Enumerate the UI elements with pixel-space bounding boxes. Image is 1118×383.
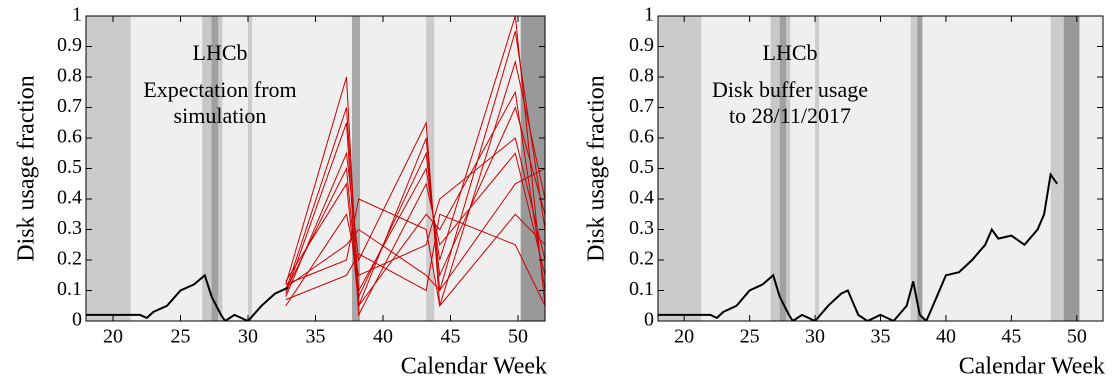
plot (658, 16, 1103, 321)
plot (86, 16, 545, 321)
shaded-band (917, 16, 923, 321)
shaded-band (218, 16, 223, 321)
y-tick-label: 1 (644, 4, 654, 26)
x-tick-label: 30 (805, 326, 825, 348)
y-tick-label: 0.6 (629, 126, 654, 148)
shaded-band (426, 16, 435, 321)
data-line (285, 106, 545, 299)
shaded-band (351, 16, 361, 321)
data-line (285, 198, 545, 307)
annotation: Disk buffer usage (712, 77, 868, 102)
y-tick-label: 0.7 (57, 95, 82, 117)
x-tick-label: 20 (674, 326, 694, 348)
data-line (285, 31, 545, 306)
shaded-band (658, 16, 1103, 321)
shaded-band (770, 16, 780, 321)
x-tick-label: 40 (373, 326, 393, 348)
shaded-band (202, 16, 212, 321)
annotation: Expectation from (143, 77, 296, 102)
x-tick-label: 45 (1001, 326, 1021, 348)
shaded-band (86, 16, 545, 321)
x-tick-label: 50 (1067, 326, 1087, 348)
y-axis-label: Disk usage fraction (14, 75, 40, 262)
y-tick-label: 0.8 (57, 65, 82, 87)
data-line (86, 273, 289, 321)
shaded-band (248, 16, 253, 321)
y-tick-label: 0.8 (629, 65, 654, 87)
x-tick-label: 40 (936, 326, 956, 348)
data-line (285, 122, 545, 317)
shaded-band (211, 16, 219, 321)
shaded-band (779, 16, 787, 321)
annotation: simulation (174, 103, 267, 128)
x-tick-label: 20 (103, 326, 123, 348)
annotation: to 28/11/2017 (729, 103, 851, 128)
data-line (658, 172, 1059, 321)
y-tick-label: 0.2 (57, 248, 82, 270)
y-tick-label: 0.6 (57, 126, 82, 148)
y-tick-label: 0.1 (629, 278, 654, 300)
y-tick-label: 0.4 (57, 187, 82, 209)
y-tick-label: 0.1 (57, 278, 82, 300)
data-line (285, 168, 545, 292)
data-line (285, 213, 545, 307)
data-line (285, 59, 545, 306)
shaded-band (1050, 16, 1064, 321)
shaded-band (910, 16, 918, 321)
y-tick-label: 1 (72, 4, 82, 26)
x-axis-label: Calendar Week (959, 354, 1105, 380)
y-axis-label: Disk usage fraction (584, 75, 610, 262)
x-tick-label: 35 (871, 326, 891, 348)
y-tick-label: 0.4 (629, 187, 654, 209)
y-tick-label: 0.5 (57, 156, 82, 178)
y-tick-label: 0 (644, 309, 654, 331)
data-line (285, 16, 545, 306)
x-tick-label: 50 (508, 326, 528, 348)
y-tick-label: 0.2 (629, 248, 654, 270)
y-tick-label: 0 (72, 309, 82, 331)
x-tick-label: 35 (306, 326, 326, 348)
data-line (285, 90, 545, 308)
y-tick-label: 0.3 (57, 217, 82, 239)
x-tick-label: 25 (740, 326, 760, 348)
x-axis-label: Calendar Week (401, 354, 547, 380)
shaded-band (658, 16, 702, 321)
shaded-band (815, 16, 819, 321)
data-line (285, 137, 545, 307)
shaded-band (86, 16, 131, 321)
x-tick-label: 45 (441, 326, 461, 348)
annotation: LHCb (193, 40, 248, 65)
y-tick-label: 0.5 (629, 156, 654, 178)
annotation: LHCb (763, 40, 818, 65)
y-tick-label: 0.7 (629, 95, 654, 117)
x-tick-label: 25 (171, 326, 191, 348)
x-tick-label: 30 (238, 326, 258, 348)
y-tick-label: 0.9 (57, 34, 82, 56)
shaded-band (1063, 16, 1080, 321)
shaded-band (786, 16, 791, 321)
y-tick-label: 0.9 (629, 34, 654, 56)
y-tick-label: 0.3 (629, 217, 654, 239)
